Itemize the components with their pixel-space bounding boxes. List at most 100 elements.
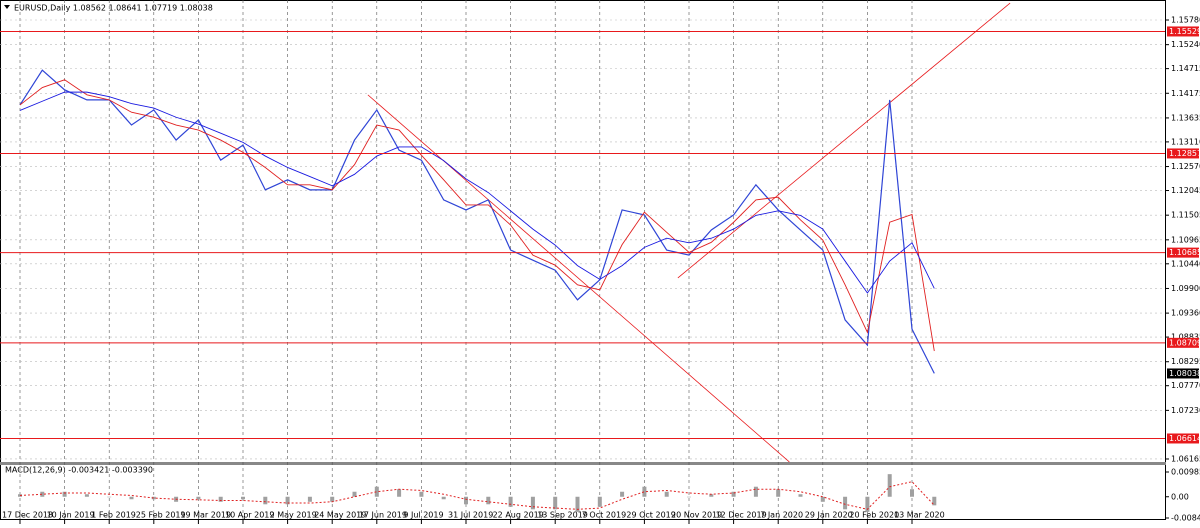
- y-tick-label: 1.13110: [1171, 137, 1200, 146]
- macd-bar: [620, 491, 625, 497]
- price-line: [19, 79, 935, 352]
- macd-bar: [218, 496, 223, 502]
- last-price-bg: [1167, 368, 1199, 379]
- x-tick-label: 7 Oct 2019: [582, 511, 626, 520]
- macd-bar: [798, 494, 803, 497]
- level-label: 1.15529: [1169, 27, 1200, 36]
- x-tick-label: 22 Aug 2019: [493, 511, 544, 520]
- macd-bar: [687, 496, 691, 498]
- macd-bar: [776, 489, 781, 497]
- macd-bar: [597, 496, 602, 507]
- y-tick-label: 1.10440: [1171, 259, 1200, 268]
- level-label-bg: [1167, 337, 1199, 348]
- macd-title: MACD(12,26,9) -0.003421 -0.003390: [5, 466, 153, 475]
- level-label: 1.10685: [1169, 248, 1200, 257]
- menu-icon: [4, 5, 10, 9]
- macd-bar: [352, 491, 357, 497]
- x-tick-label: 9 Jul 2019: [403, 511, 443, 520]
- macd-bar: [464, 496, 468, 505]
- y-tick-label: 1.15240: [1171, 40, 1200, 49]
- macd-bar: [62, 491, 67, 497]
- y-tick-label: 1.08835: [1171, 333, 1200, 342]
- macd-bar: [887, 474, 892, 497]
- x-tick-label: 7 Jan 2020: [760, 511, 803, 520]
- macd-bar: [40, 491, 45, 497]
- macd-bar: [642, 486, 647, 497]
- x-tick-label: 31 Jul 2019: [448, 511, 493, 520]
- x-tick-label: 20 Feb 2020: [849, 511, 899, 520]
- macd-bar: [486, 496, 491, 505]
- macd-bar: [530, 496, 535, 510]
- level-label-bg: [1167, 26, 1199, 37]
- x-tick-label: 17 Jun 2019: [359, 511, 407, 520]
- macd-bar: [397, 489, 402, 497]
- signal-line: [19, 481, 935, 510]
- macd-bar: [843, 496, 848, 510]
- x-tick-label: 2 May 2019: [270, 511, 317, 520]
- macd-bar: [553, 496, 558, 510]
- x-tick-label: 10 Jan 2019: [47, 511, 95, 520]
- macd-bar: [709, 494, 714, 497]
- y-tick-label: 1.11505: [1171, 211, 1200, 220]
- y-tick-label: 1.12045: [1171, 186, 1200, 195]
- y-tick-label: 1.12570: [1171, 162, 1200, 171]
- macd-bar: [419, 491, 424, 497]
- level-label-bg: [1167, 148, 1199, 159]
- macd-bar: [84, 494, 89, 497]
- x-tick-label: 24 May 2019: [314, 511, 366, 520]
- x-tick-label: 29 Jan 2020: [805, 511, 853, 520]
- macd-bar: [753, 486, 758, 497]
- macd-bar: [664, 491, 669, 497]
- y-tick-label: 1.09900: [1171, 284, 1200, 293]
- macd-bar: [865, 496, 870, 512]
- macd-bar: [129, 496, 134, 500]
- macd-bar: [241, 496, 245, 500]
- x-tick-label: 1 Feb 2019: [91, 511, 136, 520]
- x-tick-label: 25 Feb 2019: [136, 511, 186, 520]
- x-tick-label: 29 Oct 2019: [626, 511, 675, 520]
- level-label-bg: [1167, 433, 1199, 444]
- macd-bar: [441, 496, 446, 500]
- level-label: 1.12857: [1169, 149, 1200, 158]
- x-tick-label: 20 Nov 2019: [671, 511, 722, 520]
- chart-title: EURUSD,Daily 1.08562 1.08641 1.07719 1.0…: [14, 4, 213, 13]
- macd-bar: [307, 496, 312, 502]
- y-tick-label: 1.08295: [1171, 357, 1200, 366]
- x-tick-label: 10 Apr 2019: [225, 511, 274, 520]
- y-tick-label: 0.009854: [1171, 468, 1200, 477]
- y-tick-label: 1.07230: [1171, 406, 1200, 415]
- macd-bar: [330, 496, 335, 502]
- y-tick-label: 0.00: [1171, 492, 1189, 501]
- level-label: 1.06614: [1169, 434, 1200, 443]
- level-label-bg: [1167, 247, 1199, 258]
- macd-bar: [263, 496, 268, 505]
- y-tick-label: 1.07770: [1171, 381, 1200, 390]
- macd-bar: [196, 496, 201, 500]
- macd-bar: [910, 489, 914, 497]
- y-tick-label: 1.14175: [1171, 89, 1200, 98]
- y-tick-label: 1.09360: [1171, 309, 1200, 318]
- y-tick-label: 1.10965: [1171, 235, 1200, 244]
- trend-line: [367, 94, 790, 463]
- y-tick-label: 1.13635: [1171, 113, 1200, 122]
- macd-bar: [575, 496, 580, 512]
- macd-bar: [374, 486, 379, 497]
- macd-bar: [508, 496, 513, 507]
- x-tick-label: 12 Dec 2019: [716, 511, 767, 520]
- x-tick-label: 13 Mar 2020: [894, 511, 945, 520]
- price-line: [19, 91, 935, 294]
- x-tick-label: 13 Sep 2019: [537, 511, 588, 520]
- last-price-label: 1.08038: [1169, 369, 1200, 378]
- macd-bar: [731, 491, 736, 497]
- y-tick-label: 1.14715: [1171, 64, 1200, 73]
- x-tick-label: 17 Dec 2018: [2, 511, 53, 520]
- y-tick-label: 1.06165: [1171, 454, 1200, 463]
- level-label: 1.08709: [1169, 338, 1200, 347]
- macd-bar: [820, 496, 825, 502]
- trend-line: [677, 2, 1011, 279]
- plot-frame: [0, 0, 1166, 520]
- y-tick-label: 1.15780: [1171, 15, 1200, 24]
- macd-bar: [151, 496, 156, 500]
